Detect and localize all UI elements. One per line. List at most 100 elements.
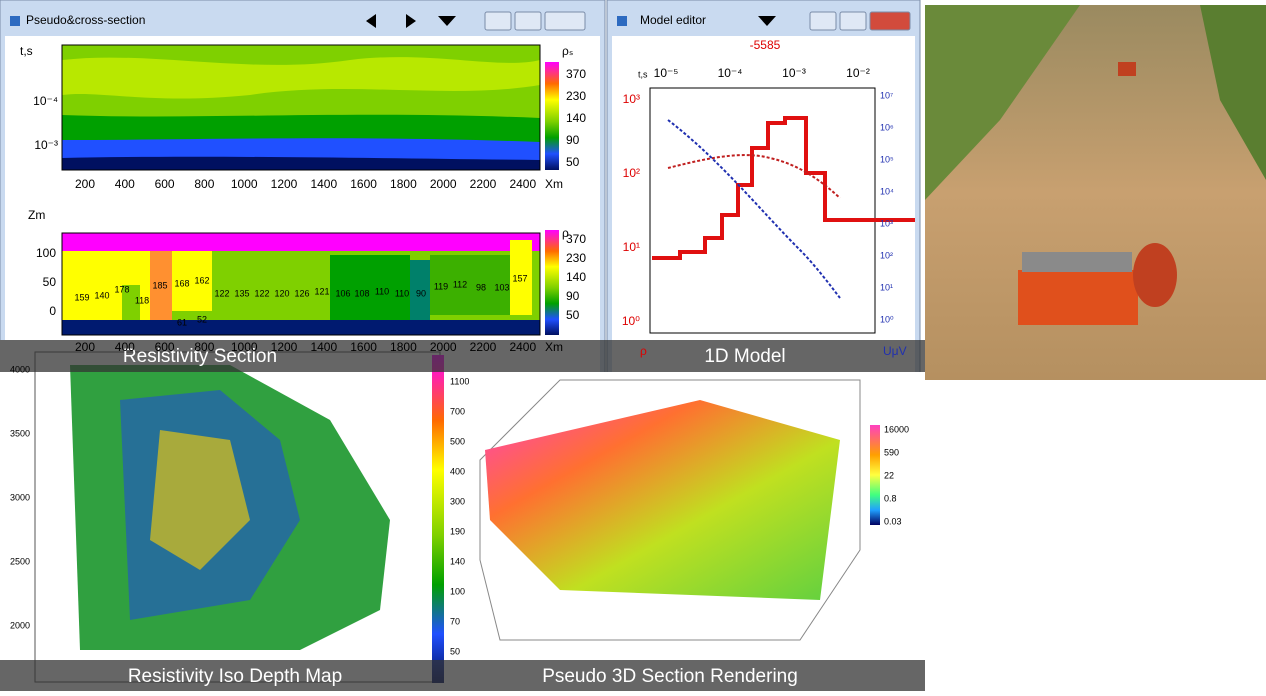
x-tick-label: 2200	[470, 177, 497, 191]
caption: Resistivity Section	[123, 346, 277, 367]
x-tick-label: 1400	[310, 177, 337, 191]
y-tick-label: 2500	[10, 556, 30, 566]
colorbar-tick: 230	[566, 89, 586, 103]
layer-label: 122	[214, 288, 229, 298]
colorbar-tick: 370	[566, 232, 586, 246]
station-label: -5585	[750, 38, 781, 52]
x-tick-label: 1000	[231, 177, 258, 191]
x-tick-label: 1400	[310, 340, 337, 354]
colorbar-tick: 300	[450, 496, 465, 506]
colorbar-tick: 370	[566, 67, 586, 81]
minimize-button[interactable]	[484, 11, 512, 31]
x-tick-label: 400	[115, 340, 135, 354]
caption: Pseudo 3D Section Rendering	[542, 666, 798, 687]
cross-section	[61, 230, 559, 336]
x-tick-label: 1000	[231, 340, 258, 354]
nav-buttons[interactable]	[366, 14, 456, 28]
window-title: Pseudo&cross-section	[26, 13, 145, 27]
minimize-button[interactable]	[809, 11, 837, 31]
menu-arrow[interactable]	[758, 16, 776, 26]
colorbar-label: ρₛ	[562, 44, 573, 58]
pseudo-section	[61, 44, 559, 171]
colorbar-tick: 22	[884, 470, 894, 480]
x-tick-label: 10⁻⁵	[654, 66, 679, 80]
y-tick-label: 10³	[623, 92, 640, 106]
x-tick-label: 1600	[350, 177, 377, 191]
y-tick-label: 10⁰	[622, 314, 640, 328]
layer-label: 185	[152, 280, 167, 290]
colorbar-tick: 90	[566, 289, 580, 303]
x-tick-label: 800	[194, 340, 214, 354]
x-tick-label: 600	[155, 340, 175, 354]
layer-label: 110	[375, 286, 389, 296]
y-tick-label: 10²	[623, 166, 640, 180]
y2-tick-label: 10⁴	[880, 186, 894, 196]
y-tick-label: 0	[49, 304, 56, 318]
colorbar-tick: 16000	[884, 424, 909, 434]
x-tick-label: 200	[75, 340, 95, 354]
colorbar-tick: 230	[566, 251, 586, 265]
y2-tick-label: 10⁰	[880, 314, 894, 324]
colorbar-tick: 90	[566, 133, 580, 147]
layer-label: 122	[254, 288, 269, 298]
colorbar-tick: 50	[450, 646, 460, 656]
close-button[interactable]	[544, 11, 586, 31]
y-tick-label: 10⁻⁴	[33, 94, 58, 108]
pseudo-window: Pseudo&cross-section	[0, 0, 606, 379]
y-tick-label: 100	[36, 246, 56, 260]
close-button[interactable]	[869, 11, 911, 31]
x-tick-label: 200	[75, 177, 95, 191]
colorbar-tick: 400	[450, 466, 465, 476]
layer-label: 61	[177, 317, 187, 327]
colorbar-tick: 140	[566, 270, 586, 284]
x-tick-label: 1200	[271, 340, 298, 354]
y-tick-label: 3000	[10, 492, 30, 502]
layer-label: 121	[314, 286, 329, 296]
field-photo	[925, 5, 1266, 380]
colorbar-tick: 190	[450, 526, 465, 536]
y2-tick-label: 10¹	[880, 282, 893, 292]
layer-label: 159	[74, 292, 89, 302]
x-tick-label: 10⁻²	[846, 66, 870, 80]
layer-label: 118	[135, 295, 149, 305]
x-tick-label: 800	[194, 177, 214, 191]
layer-label: 90	[416, 288, 426, 298]
y2-tick-label: 10⁶	[880, 122, 894, 132]
iso-depth-map	[0, 340, 460, 691]
x-unit: Xm	[545, 177, 563, 191]
colorbar-tick: 700	[450, 406, 465, 416]
x-tick-label: 10⁻⁴	[718, 66, 743, 80]
maximize-button[interactable]	[839, 11, 867, 31]
x-tick-label: 2400	[509, 340, 536, 354]
colorbar-tick: 100	[450, 586, 465, 596]
layer-label: 52	[197, 314, 207, 324]
pseudo-3d-render	[460, 372, 925, 662]
caption: 1D Model	[704, 346, 785, 367]
y-tick-label: 10¹	[623, 240, 640, 254]
x-tick-label: 10⁻³	[782, 66, 806, 80]
y-axis-label: Zm	[28, 208, 45, 222]
y-tick-label: 3500	[10, 428, 30, 438]
y-axis-label: t,s	[20, 44, 33, 58]
layer-label: 108	[354, 288, 369, 298]
colorbar-tick: 500	[450, 436, 465, 446]
y-tick-label: 50	[43, 275, 57, 289]
x-tick-label: 2200	[470, 340, 497, 354]
colorbar-label: ρ	[562, 226, 569, 240]
layer-label: 168	[174, 278, 189, 288]
colorbar-tick: 590	[884, 447, 899, 457]
layer-label: 162	[194, 275, 209, 285]
layer-label: 112	[453, 279, 467, 289]
layer-label: 120	[274, 288, 289, 298]
layer-label: 119	[434, 281, 448, 291]
window-title: Model editor	[640, 13, 706, 27]
colorbar-tick: 1100	[450, 376, 469, 386]
layer-label: 135	[234, 288, 249, 298]
y2-tick-label: 10⁵	[880, 154, 894, 164]
layer-label: 157	[512, 273, 527, 283]
maximize-button[interactable]	[514, 11, 542, 31]
y-tick-label: 10⁻³	[34, 138, 58, 152]
model-curve	[652, 116, 915, 260]
layer-label: 126	[294, 288, 309, 298]
